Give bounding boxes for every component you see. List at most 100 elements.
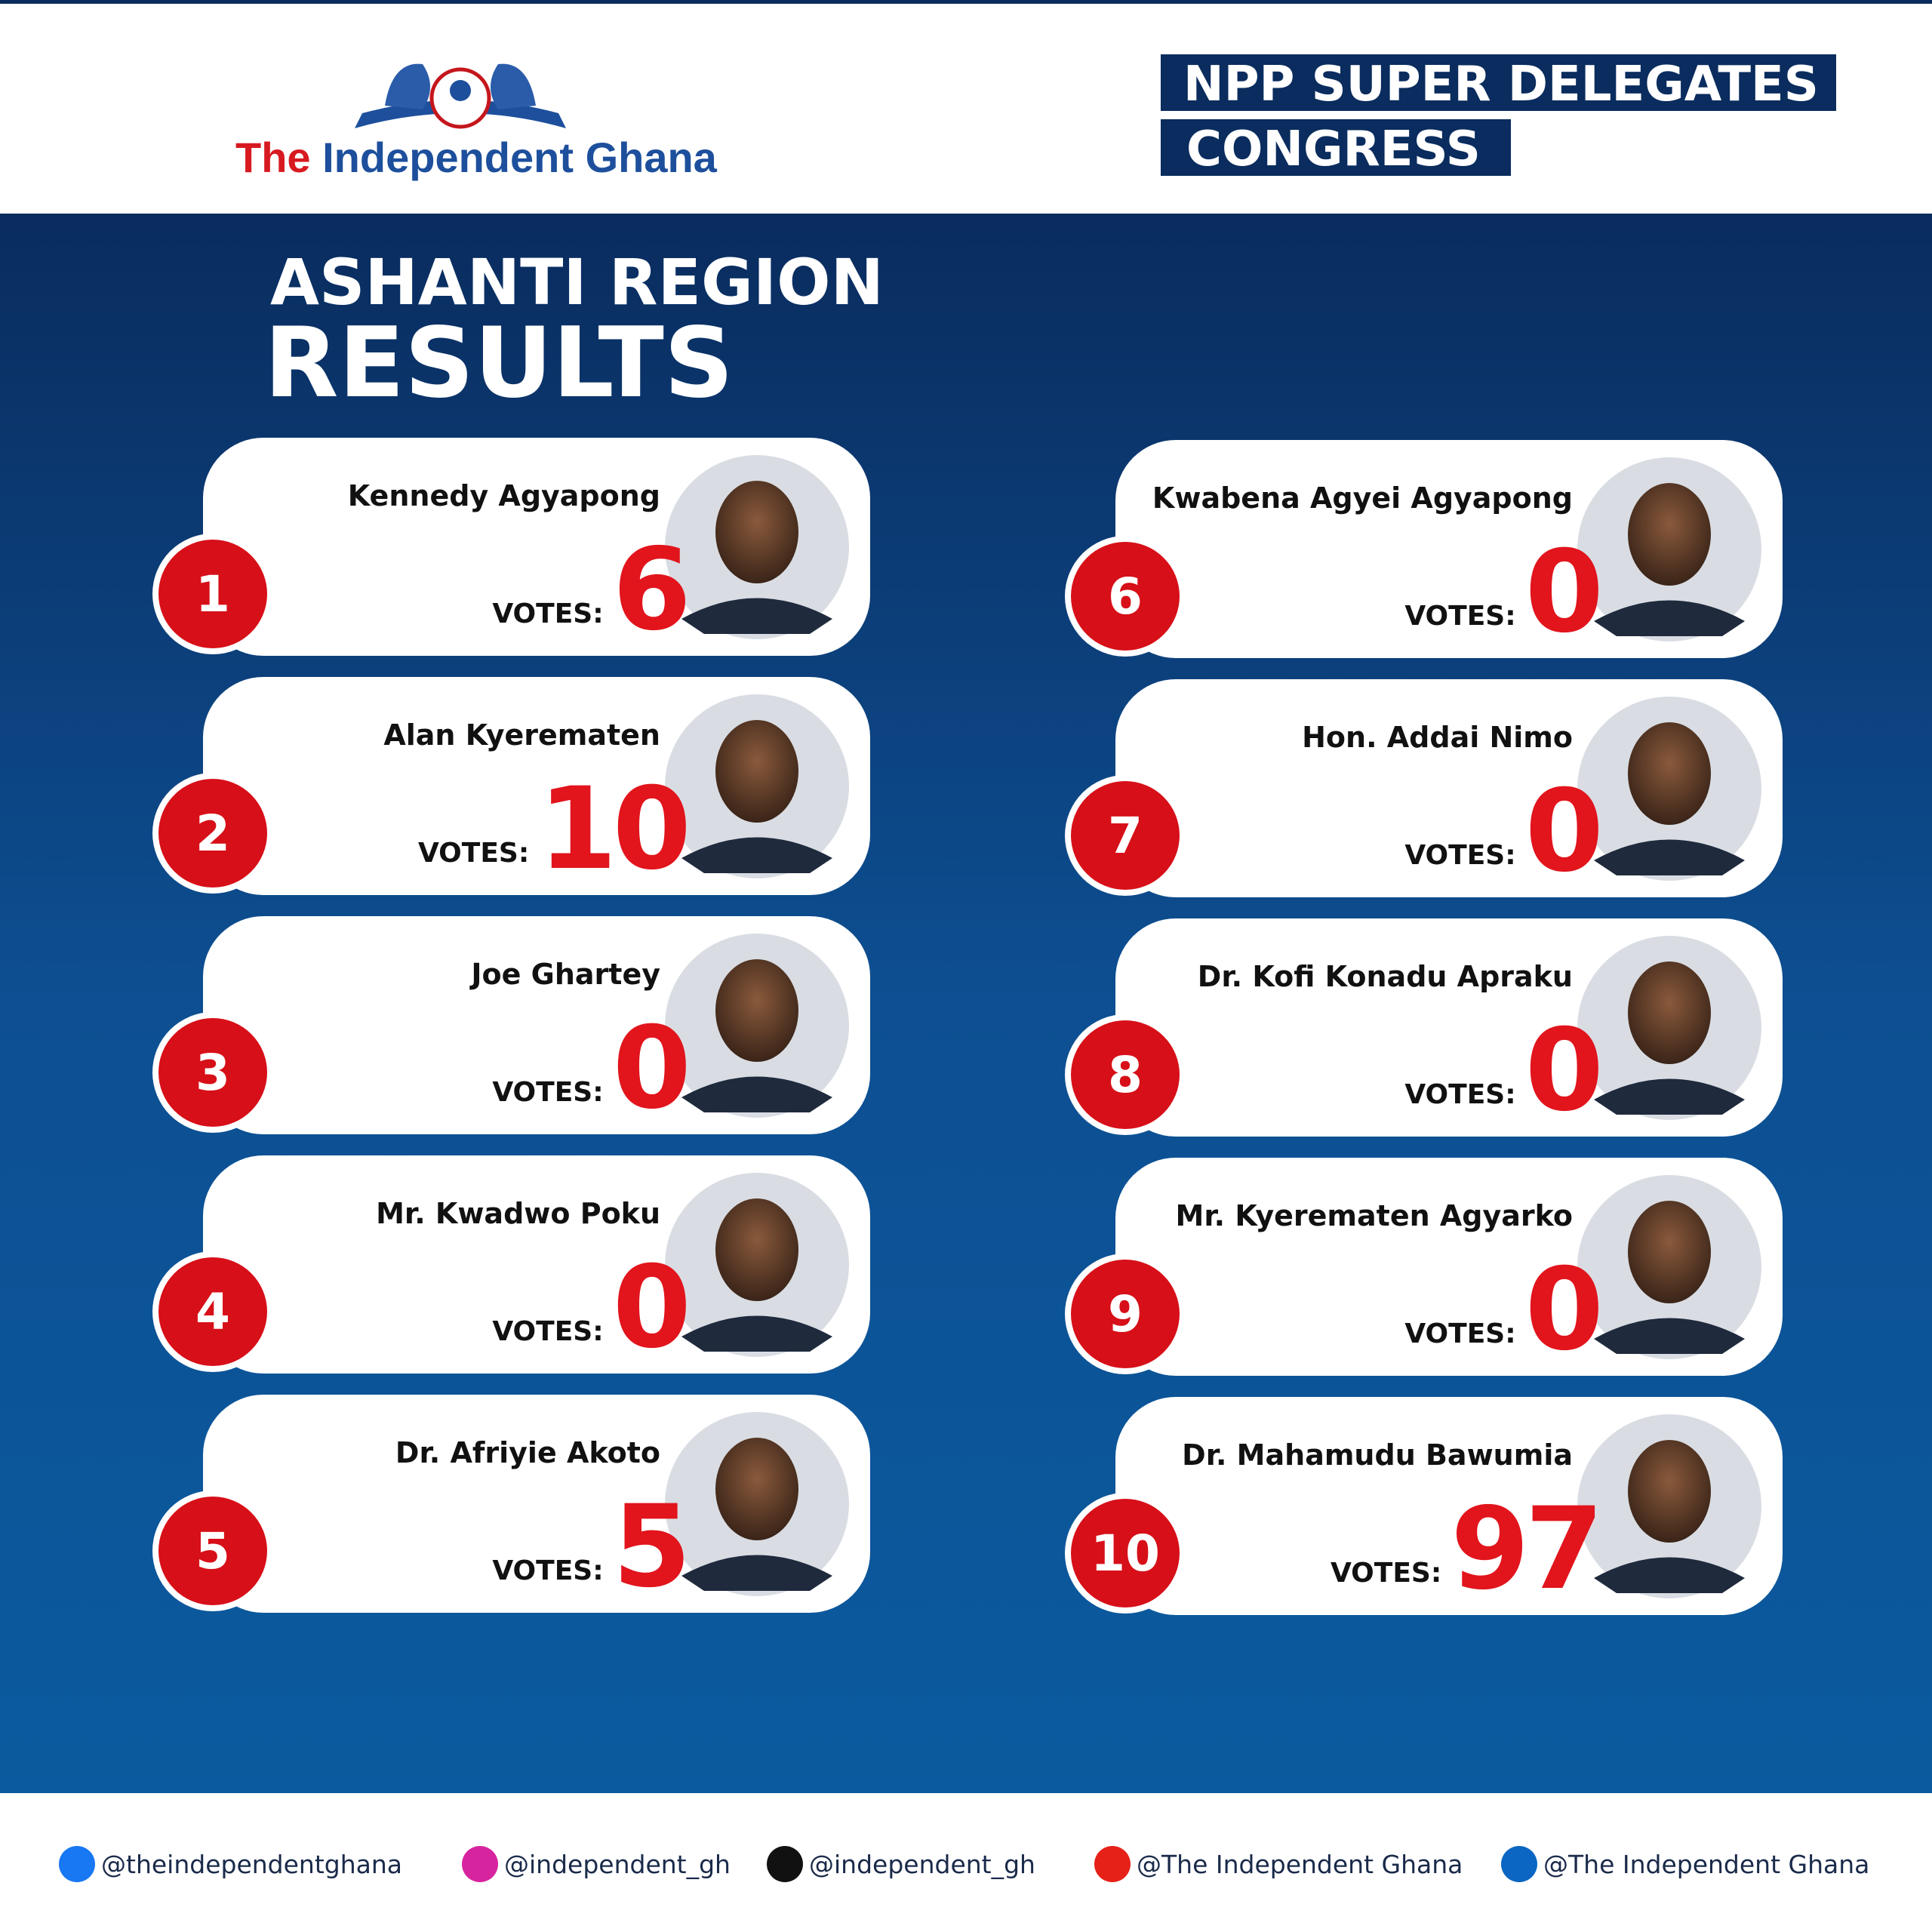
photo-body (1594, 1078, 1745, 1115)
photo-body (1594, 600, 1745, 636)
candidate-name: Joe Ghartey (469, 958, 660, 991)
photo-head (715, 481, 798, 583)
votes-label: VOTES: (492, 598, 603, 629)
candidate-name: Dr. Kofi Konadu Apraku (1198, 960, 1573, 993)
rank: 4 (195, 1283, 230, 1341)
votes: 0 (613, 1003, 687, 1134)
votes-label: VOTES: (492, 1316, 603, 1347)
candidate-name: Hon. Addai Nimo (1302, 721, 1573, 754)
social-icon (462, 1846, 498, 1882)
photo-head (715, 720, 798, 823)
photo-head (715, 1438, 798, 1540)
social-icon (59, 1846, 95, 1882)
title-line: RESULTS (264, 307, 734, 420)
votes: 0 (613, 1242, 687, 1374)
social-icon (1501, 1846, 1537, 1882)
votes-label: VOTES: (418, 838, 529, 869)
rank-badge (1071, 1499, 1180, 1607)
candidate-card: 1 Kennedy Agyapong 6 VOTES: (152, 438, 870, 656)
rank: 7 (1108, 807, 1143, 865)
photo-head (1628, 961, 1711, 1064)
photo-body (681, 598, 832, 634)
votes: 0 (1525, 766, 1599, 897)
social-handle: @independent_gh (504, 1850, 731, 1879)
candidate-name: Kwabena Agyei Agyapong (1152, 481, 1573, 515)
footer (0, 1793, 1932, 1932)
rank: 10 (1091, 1524, 1160, 1583)
votes-label: VOTES: (1404, 1318, 1515, 1349)
photo-body (681, 1555, 832, 1591)
candidate-card: 2 Alan Kyerematen 10 VOTES: (152, 677, 870, 895)
photo-body (681, 837, 832, 873)
votes: 6 (613, 525, 687, 656)
social-handle: @theindependentghana (101, 1850, 402, 1879)
social-icon (1094, 1846, 1131, 1882)
brand-rest: Independent Ghana (322, 134, 718, 181)
candidate-name: Dr. Mahamudu Bawumia (1182, 1438, 1573, 1472)
rank-badge (158, 1018, 267, 1127)
photo-body (681, 1315, 832, 1352)
candidate-card: 10 Dr. Mahamudu Bawumia 97 VOTES: (1065, 1397, 1783, 1615)
votes: 0 (1525, 527, 1599, 658)
votes: 5 (613, 1481, 687, 1613)
badge-box (1161, 119, 1511, 176)
rank: 6 (1108, 568, 1143, 626)
brand: The Independent Ghana (235, 134, 718, 181)
photo-head (1628, 722, 1711, 825)
rank: 1 (195, 565, 230, 623)
rank-badge (1071, 781, 1180, 890)
candidate-card: 6 Kwabena Agyei Agyapong 0 VOTES: (1065, 440, 1783, 658)
social-handle: @The Independent Ghana (1543, 1850, 1869, 1879)
rank-badge (1071, 542, 1180, 651)
photo-head (1628, 1440, 1711, 1543)
logo-emblem (355, 63, 566, 129)
photo-head (715, 959, 798, 1062)
votes-label: VOTES: (492, 1077, 603, 1108)
rank: 2 (195, 804, 230, 863)
top-rule (0, 0, 1932, 4)
candidate-name: Dr. Afriyie Akoto (395, 1436, 660, 1469)
candidate-card: 8 Dr. Kofi Konadu Apraku 0 VOTES: (1065, 918, 1783, 1137)
social-handle: @independent_gh (809, 1850, 1035, 1879)
social-icon (767, 1846, 803, 1882)
badge-box (1161, 54, 1836, 111)
candidate-card: 4 Mr. Kwadwo Poku 0 VOTES: (152, 1155, 870, 1374)
candidate-name: Mr. Kyerematen Agyarko (1176, 1199, 1573, 1232)
rank: 3 (195, 1044, 230, 1102)
rank: 5 (195, 1522, 230, 1580)
votes-label: VOTES: (492, 1555, 603, 1586)
candidate-card: 9 Mr. Kyerematen Agyarko 0 VOTES: (1065, 1158, 1783, 1376)
rank-badge (158, 540, 267, 648)
votes-label: VOTES: (1404, 1079, 1515, 1110)
photo-head (1628, 483, 1711, 586)
rank-badge (158, 779, 267, 888)
candidate-name: Mr. Kwadwo Poku (376, 1197, 660, 1230)
candidate-name: Alan Kyerematen (383, 718, 660, 752)
votes: 10 (538, 764, 687, 895)
rank-badge (158, 1257, 267, 1366)
candidate-card: 3 Joe Ghartey 0 VOTES: (152, 916, 870, 1134)
candidate-card: 5 Dr. Afriyie Akoto 5 VOTES: (152, 1395, 870, 1613)
photo-head (1628, 1201, 1711, 1303)
photo-head (715, 1198, 798, 1301)
rank-badge (1071, 1260, 1180, 1368)
brand-prefix: The (235, 134, 311, 181)
photo-body (681, 1076, 832, 1112)
photo-body (1594, 839, 1745, 875)
votes-label: VOTES: (1331, 1558, 1441, 1589)
badge-line: NPP SUPER DELEGATES (1183, 57, 1819, 112)
rank-badge (1071, 1020, 1180, 1129)
candidate-card: 7 Hon. Addai Nimo 0 VOTES: (1065, 679, 1783, 897)
rank: 9 (1108, 1285, 1143, 1343)
social-handle: @The Independent Ghana (1137, 1850, 1463, 1879)
photo-body (1594, 1318, 1745, 1354)
votes: 0 (1525, 1005, 1599, 1137)
badge-line: CONGRESS (1186, 122, 1481, 177)
rank: 8 (1108, 1046, 1143, 1104)
photo-body (1594, 1557, 1745, 1593)
candidate-name: Kennedy Agyapong (348, 479, 660, 512)
votes-label: VOTES: (1404, 840, 1515, 871)
title-line: ASHANTI REGION (270, 245, 884, 319)
